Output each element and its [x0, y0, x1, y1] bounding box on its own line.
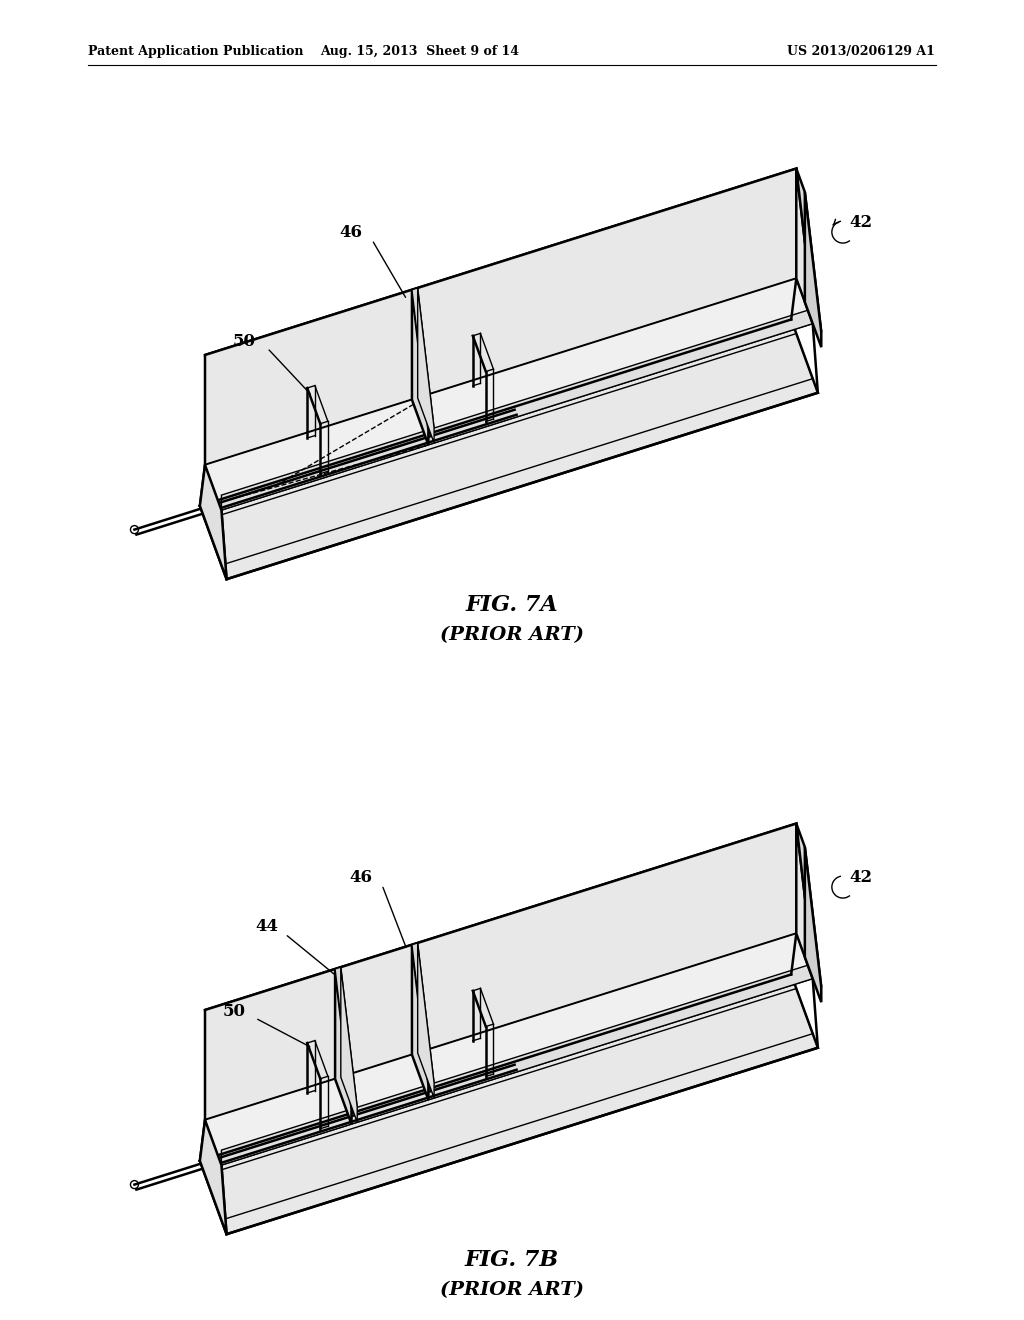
Polygon shape	[797, 824, 813, 978]
Polygon shape	[335, 968, 357, 1109]
Polygon shape	[205, 824, 813, 1150]
Text: 50: 50	[232, 333, 255, 350]
Text: (PRIOR ART): (PRIOR ART)	[440, 1280, 584, 1299]
Polygon shape	[205, 169, 813, 495]
Polygon shape	[200, 1119, 226, 1234]
Polygon shape	[200, 974, 818, 1234]
Polygon shape	[797, 824, 821, 987]
Polygon shape	[412, 290, 428, 445]
Polygon shape	[418, 288, 434, 444]
Polygon shape	[412, 288, 434, 430]
Polygon shape	[412, 942, 434, 1085]
Polygon shape	[221, 964, 813, 1166]
Text: 46: 46	[349, 870, 372, 886]
Polygon shape	[200, 319, 818, 579]
Polygon shape	[412, 945, 428, 1100]
Text: FIG. 7A: FIG. 7A	[466, 594, 558, 616]
Text: 44: 44	[255, 919, 279, 936]
Polygon shape	[805, 191, 821, 347]
Polygon shape	[200, 465, 226, 579]
Polygon shape	[205, 824, 797, 1119]
Text: Patent Application Publication: Patent Application Publication	[88, 45, 303, 58]
Text: (PRIOR ART): (PRIOR ART)	[440, 626, 584, 644]
Polygon shape	[418, 942, 434, 1098]
Polygon shape	[205, 933, 813, 1166]
Text: Aug. 15, 2013  Sheet 9 of 14: Aug. 15, 2013 Sheet 9 of 14	[321, 45, 519, 58]
Text: 42: 42	[850, 214, 873, 231]
Polygon shape	[221, 309, 813, 510]
Polygon shape	[205, 279, 813, 510]
Polygon shape	[205, 169, 797, 465]
Text: FIG. 7B: FIG. 7B	[465, 1249, 559, 1271]
Polygon shape	[341, 968, 357, 1122]
Polygon shape	[335, 969, 351, 1125]
Text: 50: 50	[222, 1002, 245, 1019]
Text: 46: 46	[339, 224, 361, 242]
Text: US 2013/0206129 A1: US 2013/0206129 A1	[787, 45, 935, 58]
Polygon shape	[797, 169, 813, 323]
Text: 42: 42	[850, 869, 873, 886]
Polygon shape	[805, 847, 821, 1002]
Polygon shape	[797, 169, 821, 333]
